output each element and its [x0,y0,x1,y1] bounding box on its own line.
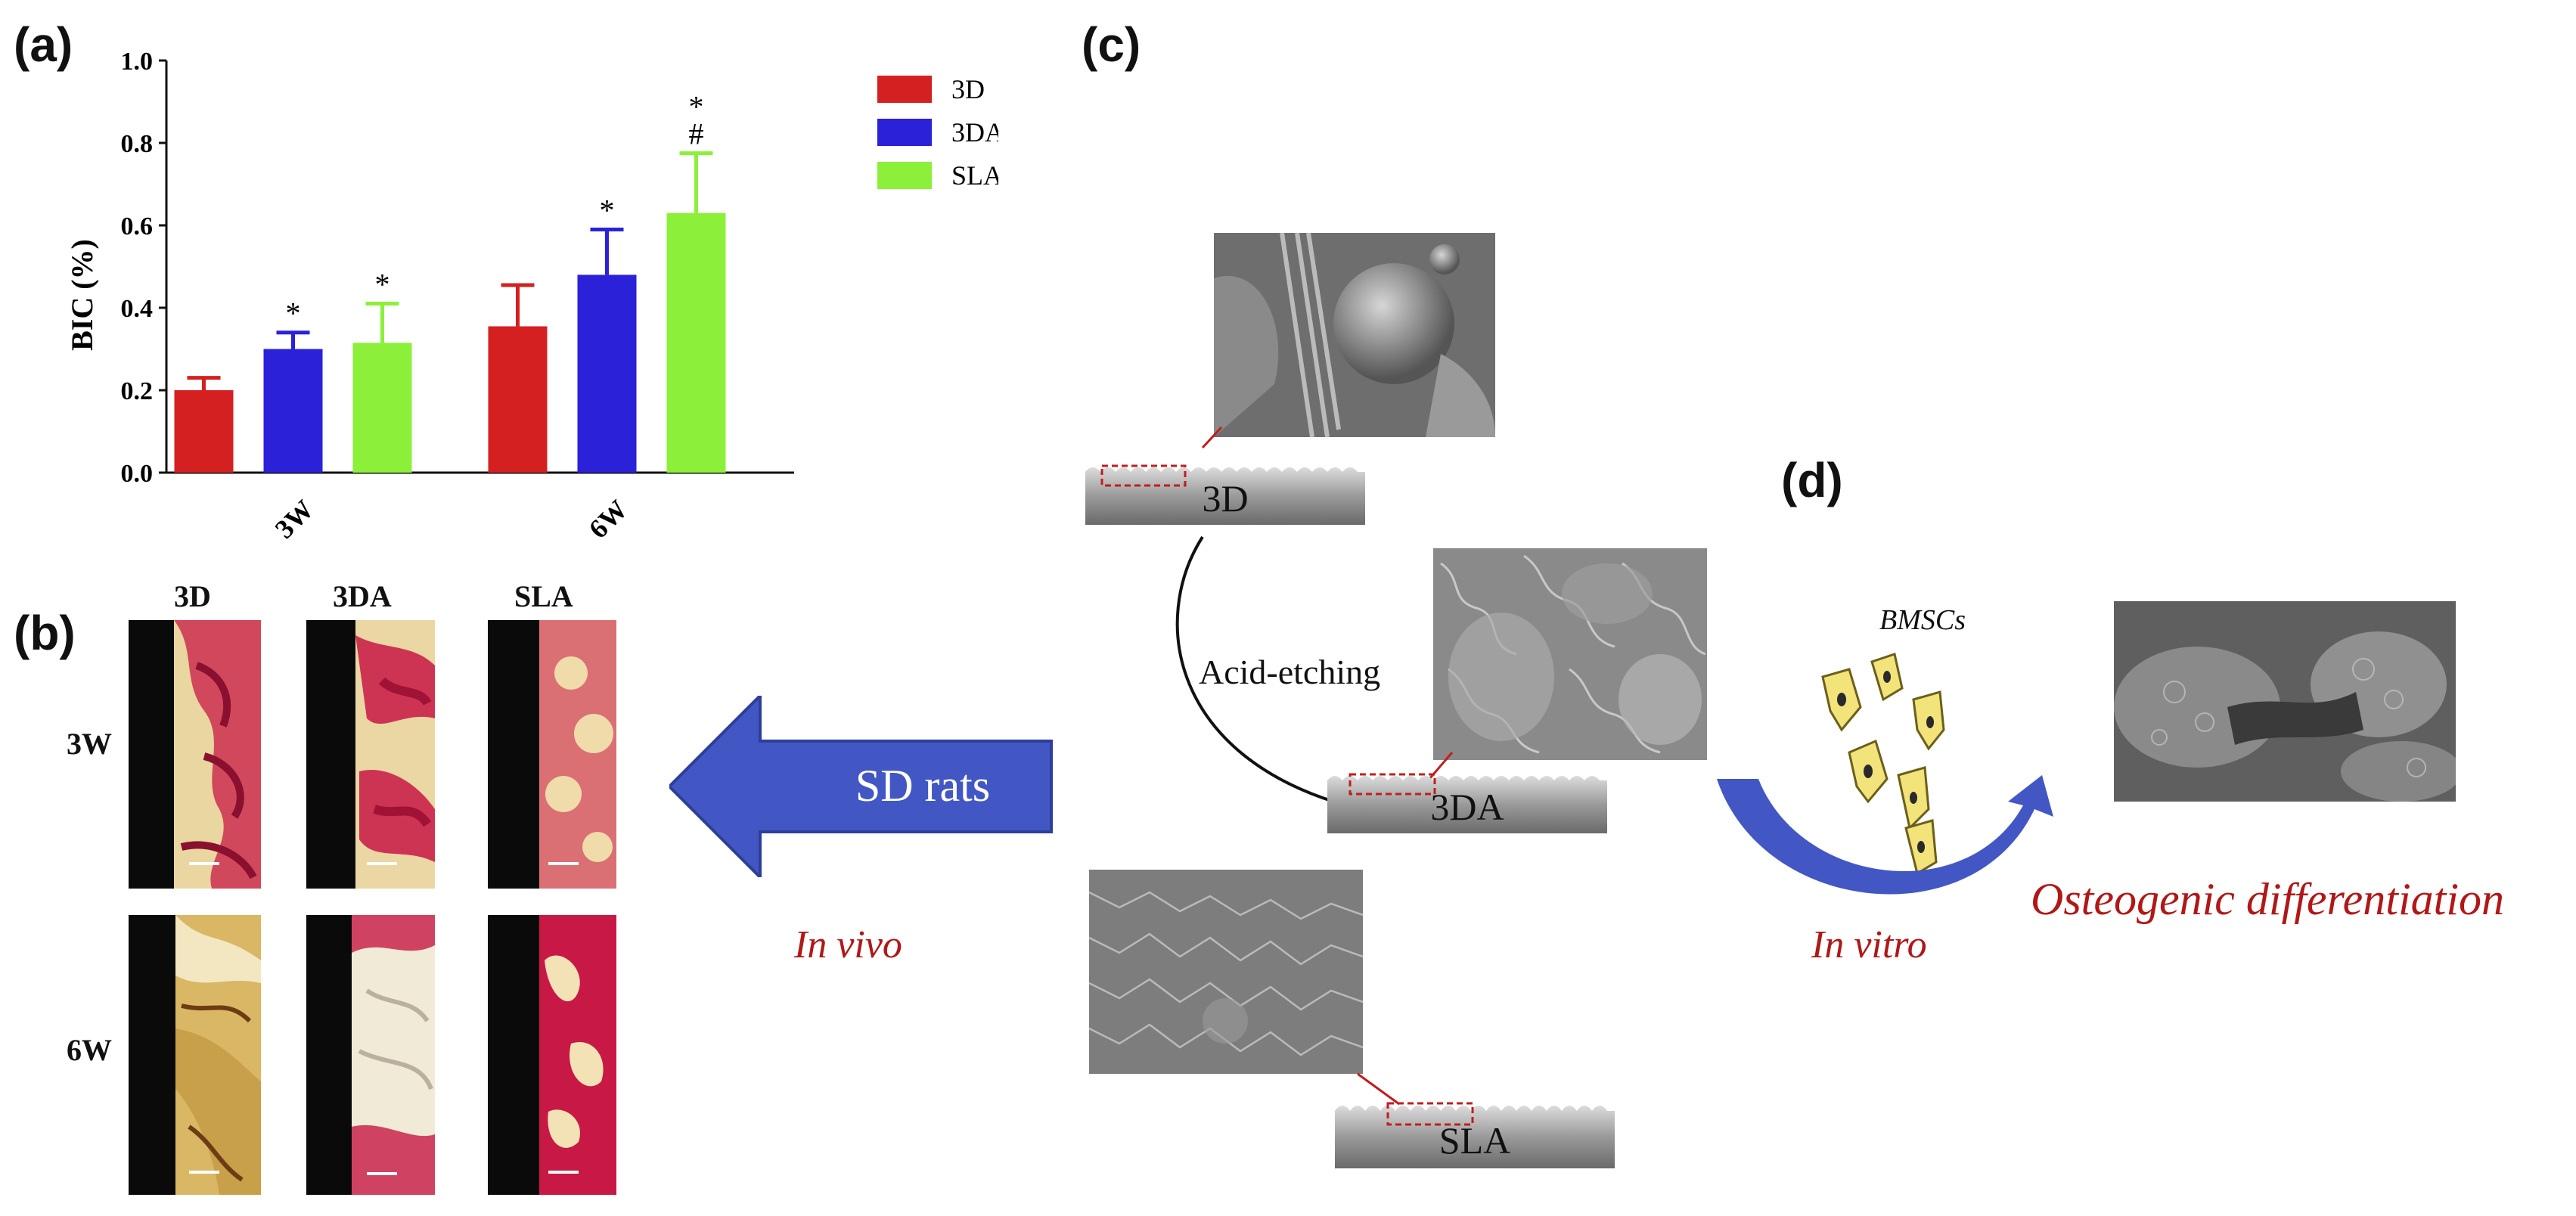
histology-image-sla-6w [488,915,616,1195]
bmsc-cells-icon [1821,653,1945,873]
sem-image-3da [1433,548,1707,760]
y-tick-label: 0.8 [121,130,154,158]
panel-label-d: (d) [1781,453,1843,507]
surface-label-sla: SLA [1439,1119,1511,1162]
y-axis-label: BIC (%) [65,239,99,351]
surface-label-3da: 3DA [1430,786,1504,828]
legend-swatch-3DA [877,119,932,146]
legend-label-3DA: 3DA [951,117,998,147]
histology-image-3da-3w [306,620,435,889]
in-vitro-label: In vitro [1811,923,1927,966]
curved-blue-arrow-icon [1717,775,2053,895]
outcome-label: Osteogenic differentiation [2031,874,2504,924]
surface-strip-3d: 3D [1085,463,1365,525]
histo-row-3w: 3W [67,727,112,761]
legend-label-3D: 3D [951,74,985,104]
in-vivo-label: In vivo [794,923,902,966]
y-tick-label: 0.6 [121,212,154,240]
histology-image-3d-3w [129,620,261,889]
histo-row-6w: 6W [67,1033,112,1067]
panel-label-c: (c) [1082,17,1141,72]
left-arrow-icon [669,696,1053,877]
surface-label-3d: 3D [1202,477,1249,520]
surface-strip-sla: SLA [1335,1100,1615,1168]
sem-image-sla [1089,870,1363,1074]
panel-label-a: (a) [14,17,73,72]
legend-label-SLA: SLA [951,160,998,191]
arrow-label: SD rats [855,761,991,811]
bar-3D-3W [174,390,234,473]
significance-mark: * [286,296,301,330]
legend-swatch-SLA [877,162,932,189]
significance-mark: * [600,193,615,227]
histology-image-3d-6w [129,915,261,1195]
bar-3DA-6W [577,275,637,473]
process-label: Acid-etching [1199,653,1381,691]
histology-image-3da-6w [306,915,435,1195]
cells-label: BMSCs [1879,604,1966,636]
histology-image-sla-3w [488,620,616,889]
surface-strip-3da: 3DA [1327,771,1607,833]
significance-mark: * [375,268,390,302]
bar-SLA-6W [666,212,726,473]
histo-col-3da: 3DA [333,579,392,613]
y-tick-label: 1.0 [121,48,154,76]
y-tick-label: 0.0 [121,460,154,488]
significance-mark: * [689,90,704,124]
y-tick-label: 0.4 [121,295,154,323]
zoom-connector-3d [1201,426,1223,449]
panel-label-b: (b) [14,606,76,660]
sem-image-osteogenic [2114,601,2456,802]
bar-3D-6W [488,326,548,473]
histo-col-sla: SLA [514,579,573,613]
zoom-connector-sla [1357,1072,1400,1106]
y-tick-label: 0.2 [121,377,154,405]
significance-mark: # [689,117,704,151]
sem-image-3d [1214,233,1495,437]
legend-swatch-3D [877,76,932,103]
x-tick-label: 6W [583,494,633,544]
bar-3DA-3W [263,349,323,473]
x-tick-label: 3W [269,494,319,544]
bar-SLA-3W [352,343,412,473]
histo-col-3d: 3D [174,579,211,613]
